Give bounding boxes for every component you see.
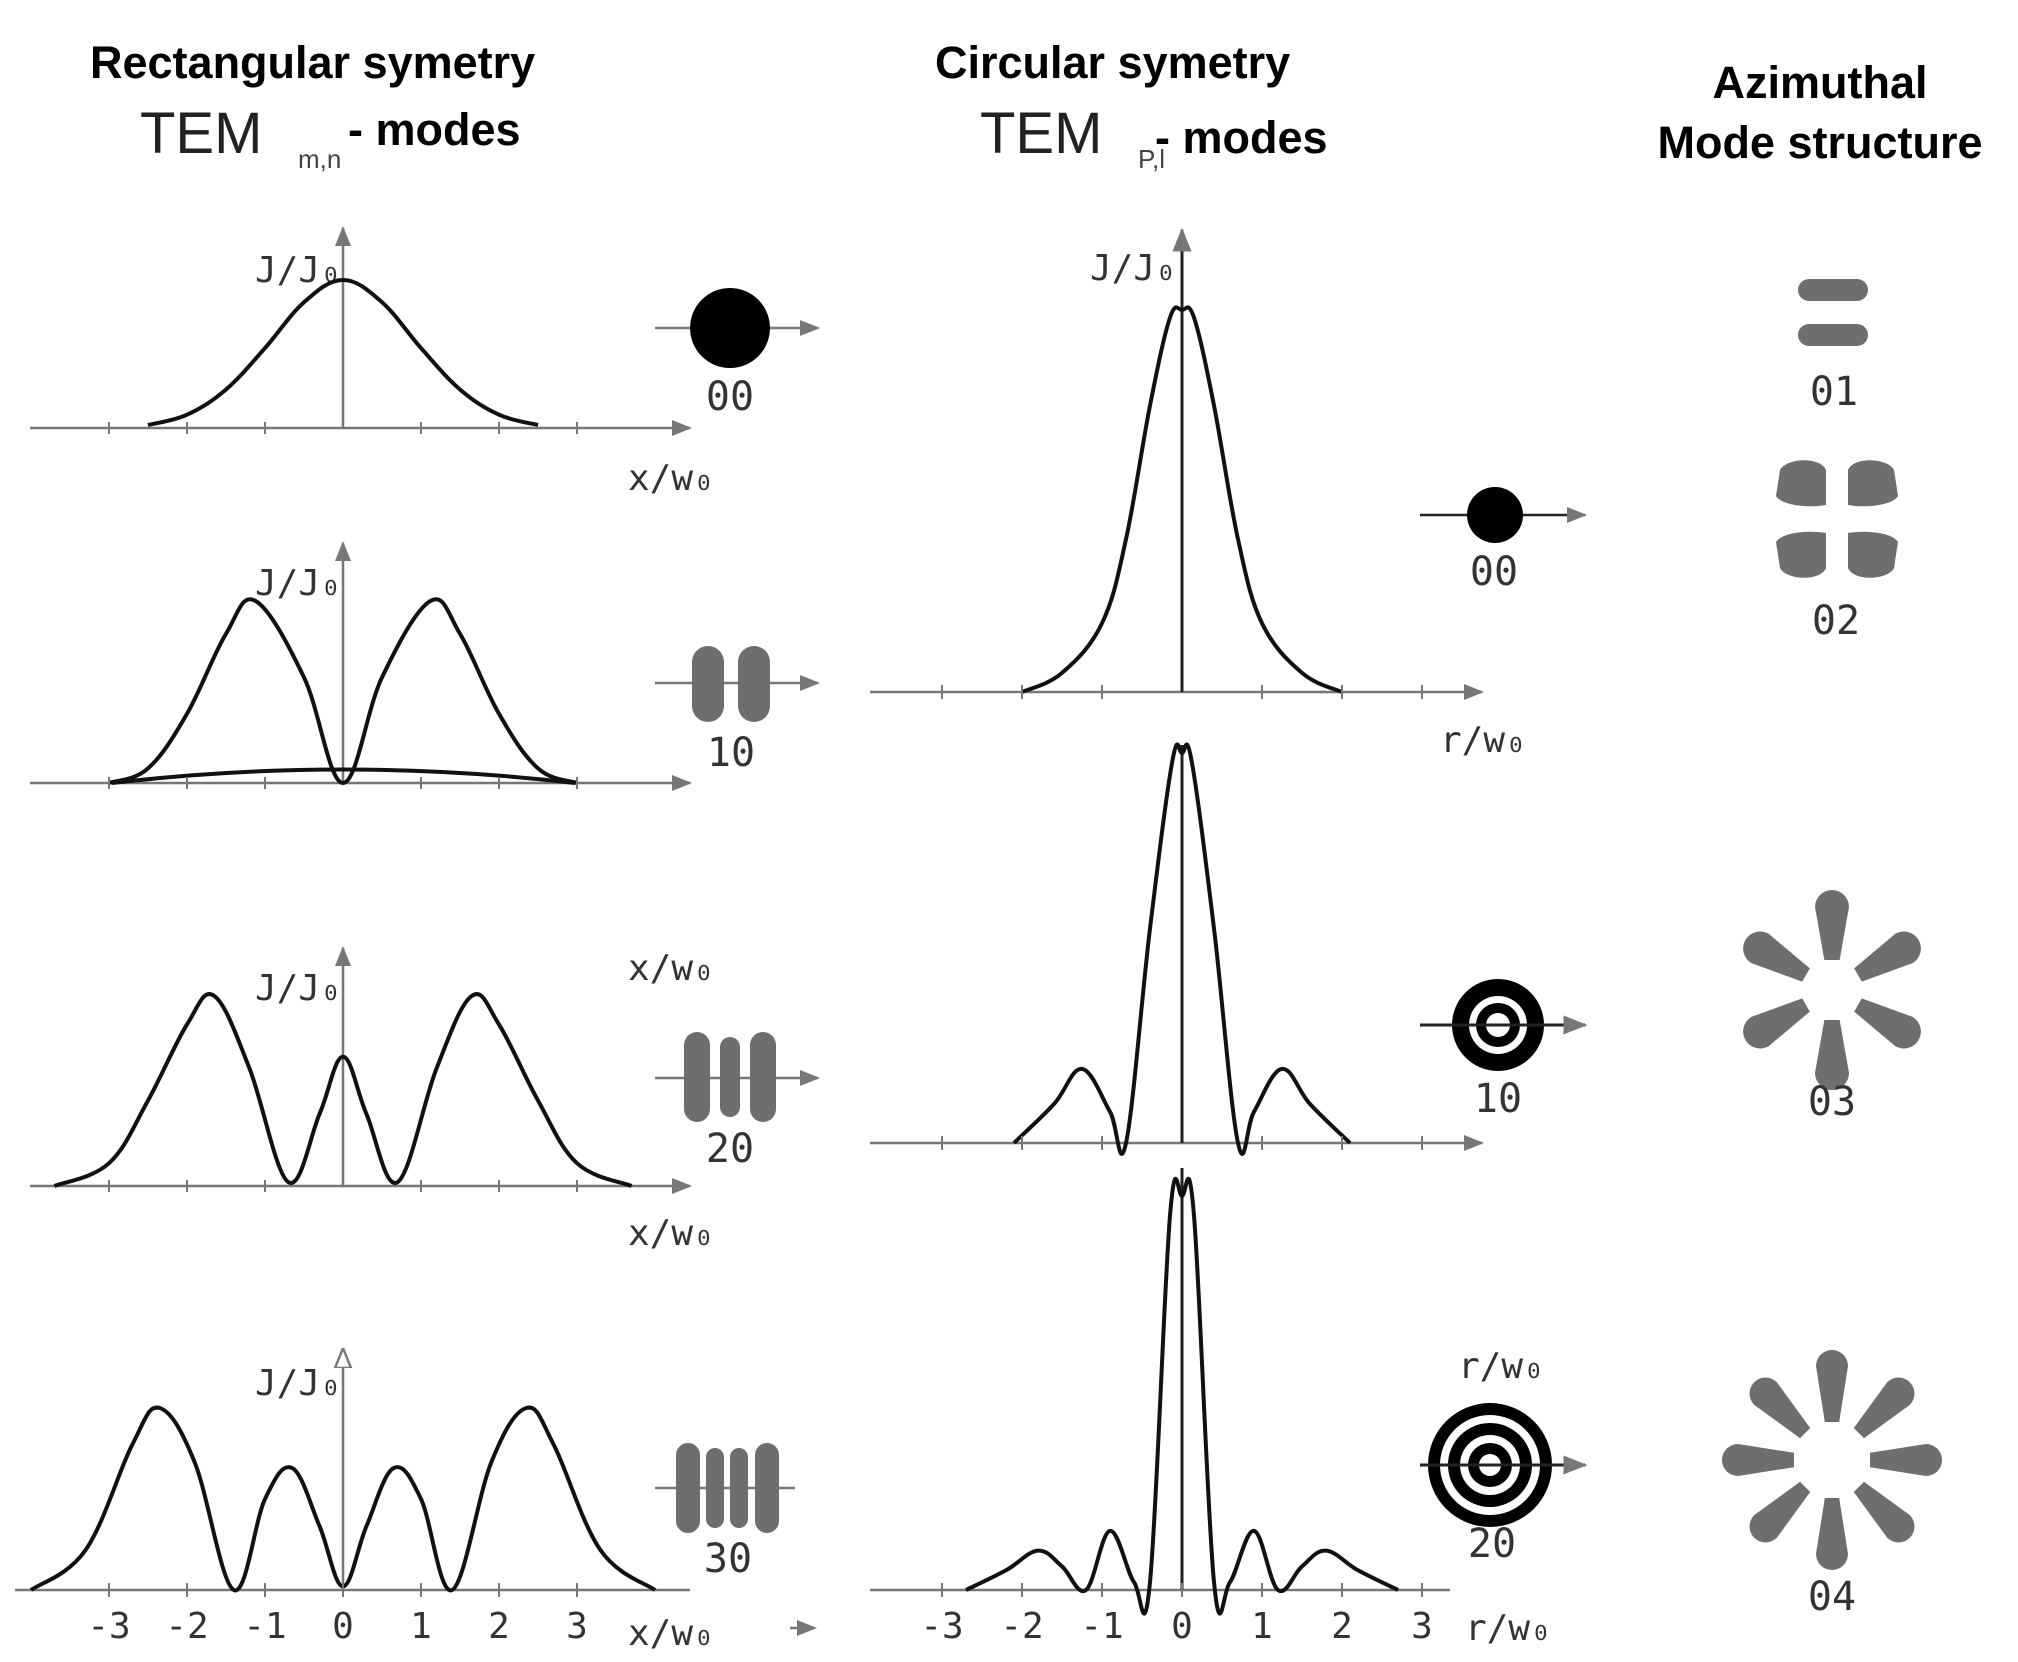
circ-00-x-label: r/w₀ [1440,720,1527,761]
tick-label: 0 [1171,1606,1193,1647]
rect-30-x-label: x/w₀ [628,1613,715,1654]
circ-column-title: Circular symetry [935,37,1290,88]
circ-tem-label: TEM [980,101,1102,166]
rect-spot-20: 20 [655,1032,820,1172]
rect-20-code: 20 [706,1126,754,1172]
azim-mode-03 [1743,890,1921,1090]
azim-lobe [1749,1377,1811,1439]
tick-label: 3 [566,1606,588,1647]
circ-20-x-label: r/w₀ [1465,1608,1552,1649]
azim-mode-02: 02 [1776,460,1898,644]
rect-spot-10: 10 [655,646,820,776]
rect-10-curve [108,597,578,785]
circ-plot-10 [870,742,1484,1156]
azim-lobe [1853,1481,1915,1543]
circ-spot-10: 10 [1420,979,1588,1122]
azim-03-code: 03 [1808,1079,1856,1125]
tick-label: -1 [243,1606,286,1647]
rect-00-x-label: x/w₀ [628,458,715,499]
rect-x-ticks: -3 -2 -1 0 1 2 3 [87,1583,588,1647]
circ-tem-subscript: P,l [1138,144,1165,174]
azim-mode-01: 01 [1798,279,1868,415]
circ-10-curve [1012,742,1352,1156]
tick-label: -3 [87,1606,130,1647]
rect-30-code: 30 [704,1536,752,1582]
azimuthal-title-line2: Mode structure [1657,117,1982,168]
rect-plot-30: J/J₀ x/w₀ -3 -2 -1 0 1 2 3 [15,1350,817,1654]
tick-label: 1 [1251,1606,1273,1647]
rect-tem-label: TEM [140,101,262,166]
azim-lobe [1816,1350,1848,1422]
rect-spot-00: 00 [655,288,820,420]
azim-04-code: 04 [1808,1574,1856,1620]
tick-label: -1 [1080,1606,1123,1647]
rect-plot-20: J/J₀ x/w₀ x/w₀ [30,946,715,1254]
tick-label: -2 [1000,1606,1043,1647]
azim-lobe [1815,890,1849,960]
circ-10-code: 10 [1474,1076,1522,1122]
tick-label: 0 [332,1606,354,1647]
circ-20-code: 20 [1468,1521,1516,1567]
circ-modes-suffix: - modes [1155,112,1328,163]
rect-10-code: 10 [707,730,755,776]
azim-lobe [1854,931,1921,982]
rect-plot-00: J/J₀ x/w₀ [30,226,715,499]
rect-20-x-label-top: x/w₀ [628,948,715,989]
circ-20-r-label: r/w₀ [1458,1346,1545,1387]
rect-column-title: Rectangular symetry [90,37,535,88]
tick-label: -3 [920,1606,963,1647]
circ-00-code: 00 [1470,549,1518,595]
circ-spot-20: r/w₀ 20 [1420,1346,1588,1567]
azim-mode-04 [1722,1350,1942,1570]
rect-spot-30: 30 [655,1443,795,1582]
azim-lobe [1722,1444,1794,1476]
circ-00-curve [1021,305,1343,694]
azim-lobe [1816,1498,1848,1570]
tick-label: 3 [1411,1606,1433,1647]
rect-30-y-label: J/J₀ [255,1363,342,1404]
tick-label: -2 [165,1606,208,1647]
rect-00-code: 00 [706,374,754,420]
rect-10-baseline-curve [111,767,576,785]
circ-spot-00: 00 [1420,487,1587,595]
azim-lobe [1749,1481,1811,1543]
rect-20-curve [53,992,633,1188]
rect-00-curve [147,278,539,427]
circ-00-y-label: J/J₀ [1090,248,1177,289]
circ-x-ticks: -3 -2 -1 0 1 2 3 [920,1583,1433,1647]
rect-tem-subscript: m,n [298,144,341,174]
rect-20-y-label: J/J₀ [255,968,342,1009]
azim-lobe [1743,931,1810,982]
tick-label: 2 [1331,1606,1353,1647]
circ-10-ticks [941,1136,1423,1150]
azimuthal-title-line1: Azimuthal [1712,57,1927,108]
azim-02-code: 02 [1812,598,1860,644]
azim-lobe [1743,998,1810,1049]
azim-01-code: 01 [1810,369,1858,415]
circ-00-ticks [941,685,1423,699]
circ-plot-20: r/w₀ -3 -2 -1 0 1 2 3 [870,1168,1552,1649]
tick-label: 2 [488,1606,510,1647]
rect-20-x-label: x/w₀ [628,1213,715,1254]
rect-plot-10: J/J₀ [30,541,692,791]
rect-10-y-label: J/J₀ [255,563,342,604]
circ-20-curve [965,1176,1399,1616]
azim-lobe [1853,1377,1915,1439]
azim-lobe [1815,1020,1849,1090]
rect-modes-suffix: - modes [348,104,521,155]
tick-label: 1 [410,1606,432,1647]
circ-plot-00: J/J₀ r/w₀ [870,227,1527,761]
azim-lobe [1870,1444,1942,1476]
azim-lobe [1854,998,1921,1049]
